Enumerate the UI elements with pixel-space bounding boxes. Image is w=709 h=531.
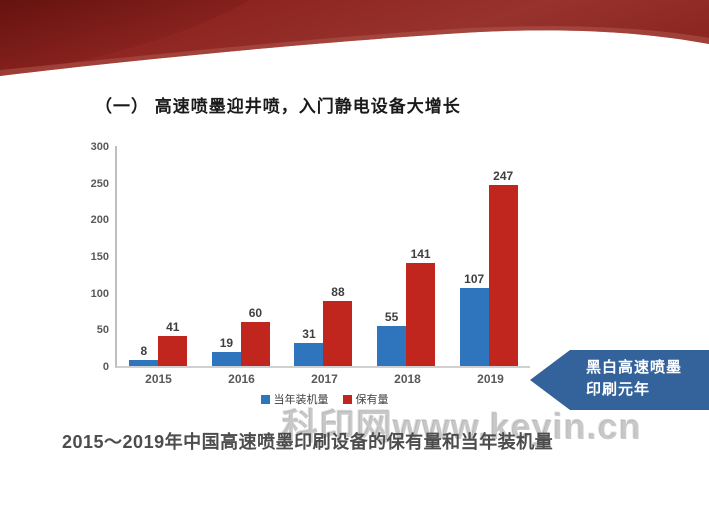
- legend-swatch-stock: [342, 394, 352, 404]
- bar-value-当年装机量-2015: 8: [140, 344, 148, 358]
- callout-banner: 黑白高速喷墨 印刷元年: [530, 350, 709, 410]
- x-label-2018: 2018: [394, 372, 421, 386]
- bar-col-保有量-2017: 88: [323, 285, 353, 366]
- callout-line1: 黑白高速喷墨: [586, 359, 683, 376]
- page-title: （一） 高速喷墨迎井喷，入门静电设备大增长: [95, 97, 461, 116]
- bar-value-当年装机量-2019: 107: [464, 272, 485, 286]
- bar-value-当年装机量-2018: 55: [384, 310, 399, 324]
- arrow-left-shape: [530, 350, 709, 410]
- bar-当年装机量-2017: [294, 343, 324, 366]
- y-tick-100: 100: [90, 287, 109, 300]
- legend-item-stock: 保有量: [342, 391, 389, 407]
- y-tick-200: 200: [90, 214, 109, 227]
- bar-col-保有量-2018: 141: [406, 247, 436, 366]
- y-tick-150: 150: [90, 251, 109, 263]
- bar-group-2015: 8 41: [129, 320, 188, 366]
- legend-label-stock: 保有量: [355, 394, 389, 406]
- bar-当年装机量-2016: [211, 352, 241, 366]
- top-ribbon-decoration: [0, 0, 709, 76]
- chart-legend: 当年装机量 保有量: [117, 391, 532, 407]
- bar-group-2019: 107 247: [459, 169, 518, 366]
- bar-当年装机量-2019: [459, 288, 489, 366]
- bar-value-保有量-2016: 60: [248, 306, 263, 320]
- y-tick-0: 0: [102, 361, 109, 373]
- bars-row: 8 41 19 60 31 88 55 141 107 247: [117, 146, 530, 366]
- bar-col-当年装机量-2018: 55: [377, 310, 407, 366]
- bar-value-当年装机量-2017: 31: [302, 327, 316, 341]
- chart-caption: 2015～2019年中国高速喷墨印刷设备的保有量和当年装机量: [62, 432, 554, 452]
- y-tick-300: 300: [90, 141, 109, 153]
- legend-swatch-installed: [260, 394, 270, 404]
- x-label-2017: 2017: [311, 372, 338, 386]
- bar-保有量-2015: [158, 336, 188, 366]
- bar-col-当年装机量-2015: 8: [129, 344, 159, 366]
- bar-保有量-2017: [323, 301, 353, 366]
- bar-value-保有量-2018: 141: [410, 247, 431, 261]
- x-label-2015: 2015: [145, 372, 172, 386]
- x-label-2019: 2019: [477, 372, 504, 386]
- bar-col-当年装机量-2016: 19: [211, 336, 241, 366]
- bar-group-2017: 31 88: [294, 285, 353, 366]
- bar-value-当年装机量-2016: 19: [219, 336, 234, 350]
- callout-line2: 印刷元年: [586, 381, 651, 398]
- bar-当年装机量-2018: [377, 326, 407, 366]
- bar-当年装机量-2015: [129, 360, 159, 366]
- bar-col-保有量-2016: 60: [240, 306, 270, 366]
- bar-col-保有量-2019: 247: [488, 169, 518, 366]
- x-label-2016: 2016: [228, 372, 255, 386]
- callout-text: 黑白高速喷墨 印刷元年: [586, 357, 682, 401]
- bar-value-保有量-2015: 41: [166, 320, 180, 334]
- bar-col-当年装机量-2017: 31: [294, 327, 324, 366]
- bar-保有量-2019: [488, 185, 518, 366]
- bar-value-保有量-2017: 88: [331, 285, 345, 299]
- y-axis: 0 50 100 150 200 250 300: [85, 141, 115, 373]
- plot-area: 8 41 19 60 31 88 55 141 107 247: [115, 146, 530, 368]
- legend-item-installed: 当年装机量: [260, 391, 329, 407]
- bar-col-保有量-2015: 41: [158, 320, 188, 366]
- legend-label-installed: 当年装机量: [273, 394, 329, 406]
- y-tick-50: 50: [96, 324, 109, 337]
- bar-group-2018: 55 141: [377, 247, 436, 366]
- bar-保有量-2018: [406, 263, 436, 366]
- x-axis-labels: 2015 2016 2017 2018 2019: [117, 372, 532, 386]
- bar-col-当年装机量-2019: 107: [459, 272, 489, 366]
- bar-group-2016: 19 60: [211, 306, 270, 366]
- bar-chart: 0 50 100 150 200 250 300 8 41 19 60 31 88 55 141 107 24…: [85, 141, 535, 407]
- bar-value-保有量-2019: 247: [493, 169, 514, 183]
- bar-保有量-2016: [240, 322, 270, 366]
- y-tick-250: 250: [90, 177, 109, 190]
